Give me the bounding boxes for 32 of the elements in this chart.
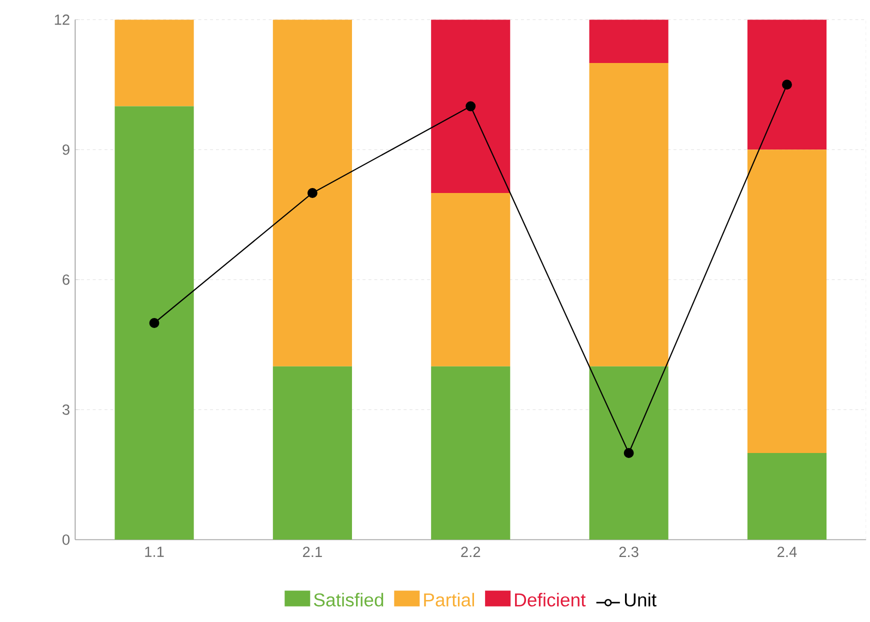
bar	[589, 20, 668, 63]
bar	[431, 366, 510, 540]
x-tick-label: 2.1	[302, 546, 322, 557]
x-tick-label: 2.4	[778, 546, 797, 557]
x-tick-label: 2.2	[461, 546, 480, 557]
y-tick-label: 9	[62, 144, 70, 155]
point	[624, 448, 634, 458]
bar	[272, 366, 352, 540]
bar	[589, 62, 668, 366]
legend-label: Partial	[424, 592, 474, 606]
bar	[747, 150, 827, 453]
legend-label: Deficient	[515, 592, 586, 606]
bar	[272, 20, 352, 366]
point	[149, 318, 160, 328]
bar	[747, 20, 827, 150]
bar	[589, 366, 668, 540]
x-tick-label: 2.3	[619, 546, 638, 558]
bar	[747, 452, 827, 540]
y-tick-label: 3	[62, 404, 70, 415]
x-tick-label: 1.1	[145, 546, 164, 557]
bar	[114, 106, 194, 540]
bar	[431, 192, 510, 366]
y-tick-label: 12	[54, 14, 70, 25]
point	[307, 188, 318, 198]
legend-label: Unit	[624, 592, 656, 606]
point	[466, 101, 476, 112]
y-tick-label: 6	[62, 274, 70, 285]
bar	[431, 20, 510, 193]
bar	[114, 20, 194, 106]
legend-label: Satisfied	[314, 592, 384, 606]
y-tick-label: 0	[62, 534, 70, 545]
point	[782, 80, 792, 90]
